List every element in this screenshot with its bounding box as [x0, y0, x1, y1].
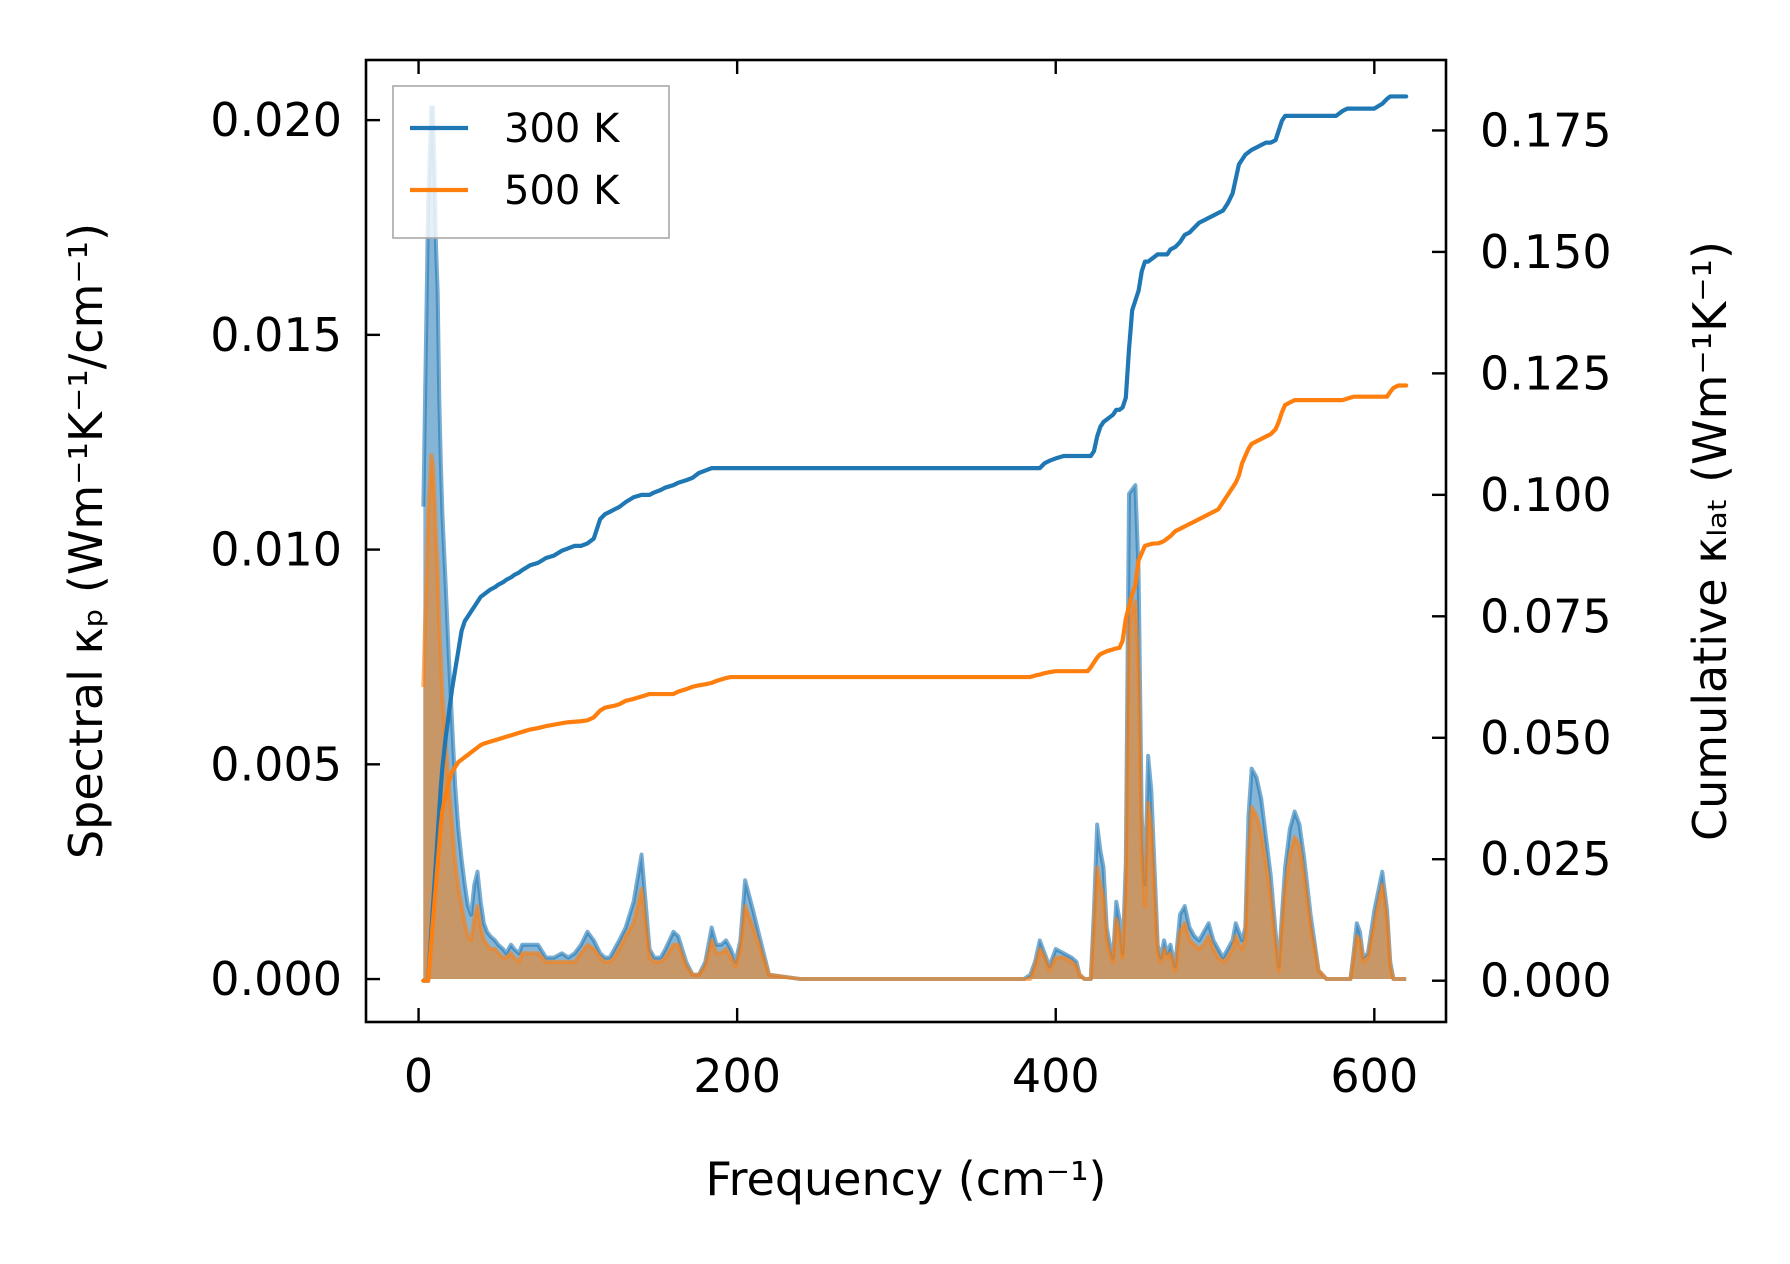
cumulative-line-layer	[421, 94, 1409, 983]
y-left-tick-label: 0.000	[210, 952, 342, 1006]
axis-title-layer: Frequency (cm⁻¹) Spectral κₚ (Wm⁻¹K⁻¹/cm⁻…	[59, 223, 1737, 1206]
y-right-tick-label: 0.000	[1480, 954, 1612, 1008]
x-axis-title: Frequency (cm⁻¹)	[706, 1152, 1107, 1206]
cumulative-line-500-k	[421, 383, 1409, 983]
y-right-axis-title: Cumulative κₗₐₜ (Wm⁻¹K⁻¹)	[1683, 241, 1737, 841]
spectral-area-500-k	[423, 455, 1407, 980]
legend: 300 K 500 K	[392, 85, 670, 239]
y-left-tick-label: 0.005	[210, 737, 342, 791]
plot-frame	[364, 58, 1448, 1024]
legend-label-300-k: 300 K	[504, 106, 621, 152]
tick-layer: 0 200 400 600 0.000 0.005 0.010 0.015 0.020 0.000…	[210, 60, 1612, 1103]
y-left-tick-label: 0.015	[210, 308, 342, 362]
x-tick-label: 600	[1330, 1049, 1418, 1103]
spectral-line-500-k	[421, 453, 1407, 982]
y-left-tick-label: 0.020	[210, 93, 342, 147]
y-right-tick-label: 0.175	[1480, 103, 1612, 157]
x-tick-label: 400	[1012, 1049, 1100, 1103]
legend-box	[392, 85, 670, 239]
y-right-tick-label: 0.050	[1480, 711, 1612, 765]
cumulative-line-300-k	[421, 94, 1409, 983]
y-right-tick-label: 0.150	[1480, 225, 1612, 279]
legend-label-500-k: 500 K	[504, 168, 621, 214]
y-left-tick-label: 0.010	[210, 523, 342, 577]
y-right-tick-label: 0.025	[1480, 832, 1612, 886]
spectral-area-layer	[421, 105, 1407, 982]
x-tick-label: 0	[404, 1049, 433, 1103]
y-right-tick-label: 0.100	[1480, 468, 1612, 522]
x-tick-label: 200	[693, 1049, 781, 1103]
y-right-tick-label: 0.125	[1480, 346, 1612, 400]
y-right-tick-label: 0.075	[1480, 589, 1612, 643]
y-left-axis-title: Spectral κₚ (Wm⁻¹K⁻¹/cm⁻¹)	[59, 223, 113, 859]
